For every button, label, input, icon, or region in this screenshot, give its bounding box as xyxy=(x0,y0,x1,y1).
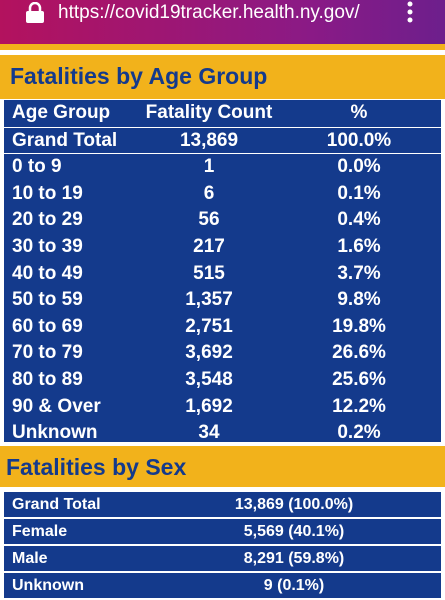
table-cell: Female xyxy=(12,523,68,540)
age-table: Age Group Fatality Count% Grand Total 13,86… xyxy=(4,100,441,443)
section-header: Fatalities by Age Group xyxy=(0,55,445,99)
table-cell: 25.6% xyxy=(332,369,386,390)
table-cell: 80 to 89 xyxy=(12,369,83,390)
table-cell: 0.0% xyxy=(337,156,381,178)
table-cell: 2,751 xyxy=(185,315,233,337)
section-title: Fatalities by Sex xyxy=(6,454,187,480)
table-cell: 70 to 79 xyxy=(12,342,83,364)
table-cell: 9.8% xyxy=(337,289,381,311)
table-cell: 9 (0.1%) xyxy=(263,577,325,594)
table-cell: 0.1% xyxy=(337,182,381,204)
table-cell: 8,291 (59.8%) xyxy=(243,550,345,567)
table-cell: 13,869 xyxy=(179,129,239,151)
table-cell: Unknown xyxy=(12,577,84,594)
table-cell: 1,692 xyxy=(185,395,233,417)
url-bar[interactable]: https://covid19tracker.health.ny.gov/ xyxy=(58,2,360,23)
table-cell: Grand Total xyxy=(12,496,101,513)
table-cell: 0 to 9 xyxy=(12,156,62,178)
table-cell: 3.7% xyxy=(337,262,381,284)
row-divider xyxy=(4,153,441,155)
section-title: Fatalities by Age Group xyxy=(10,63,268,89)
table-cell: 50 to 59 xyxy=(12,289,83,311)
column-header: % xyxy=(350,102,368,123)
table-row: Unknown 9 (0.1%) xyxy=(4,573,441,598)
table-cell: 19.8% xyxy=(332,315,386,337)
table-cell: 34 xyxy=(198,422,220,444)
table-cell: 13,869 (100.0%) xyxy=(234,496,354,513)
table-cell: 1.6% xyxy=(337,236,381,257)
table-cell: 20 to 29 xyxy=(12,209,83,231)
table-cell: 3,548 xyxy=(185,369,233,390)
menu-button[interactable] xyxy=(404,0,416,26)
column-header: Fatality Count xyxy=(145,102,273,123)
section-header: Fatalities by Sex xyxy=(0,446,445,487)
table-cell: 90 & Over xyxy=(12,395,101,417)
table-cell: 60 to 69 xyxy=(12,315,83,337)
table-cell: 217 xyxy=(193,236,225,257)
table-cell: 10 to 19 xyxy=(12,182,83,204)
lock-icon xyxy=(26,2,44,23)
table-cell: 12.2% xyxy=(332,395,386,417)
sex-table: Grand Total 13,869 (100.0%) Female 5,569 (4… xyxy=(4,492,441,600)
header-strip xyxy=(0,44,445,50)
browser-bar: https://covid19tracker.health.ny.gov/ xyxy=(0,0,445,44)
table-cell: 0.4% xyxy=(337,209,381,231)
table-row: Grand Total 13,869 (100.0%) xyxy=(4,492,441,517)
table-row: Male 8,291 (59.8%) xyxy=(4,546,441,571)
table-cell: Grand Total xyxy=(12,129,118,151)
table-cell: Unknown xyxy=(12,422,98,444)
table-cell: 515 xyxy=(193,262,225,284)
table-cell: 0.2% xyxy=(337,422,381,444)
table-cell: 100.0% xyxy=(326,129,392,151)
table-cell: Male xyxy=(12,550,48,567)
table-cell: 1,357 xyxy=(185,289,233,311)
table-cell: 56 xyxy=(198,209,220,231)
table-cell: 6 xyxy=(203,182,215,204)
column-header: Age Group xyxy=(12,102,111,123)
table-cell: 30 to 39 xyxy=(12,236,83,257)
table-cell: 3,692 xyxy=(185,342,233,364)
table-cell: 5,569 (40.1%) xyxy=(243,523,345,540)
table-cell: 26.6% xyxy=(332,342,386,364)
table-cell: 40 to 49 xyxy=(12,262,83,284)
table-row: Female 5,569 (40.1%) xyxy=(4,519,441,544)
row-divider xyxy=(4,126,441,128)
table-cell: 1 xyxy=(203,156,215,178)
